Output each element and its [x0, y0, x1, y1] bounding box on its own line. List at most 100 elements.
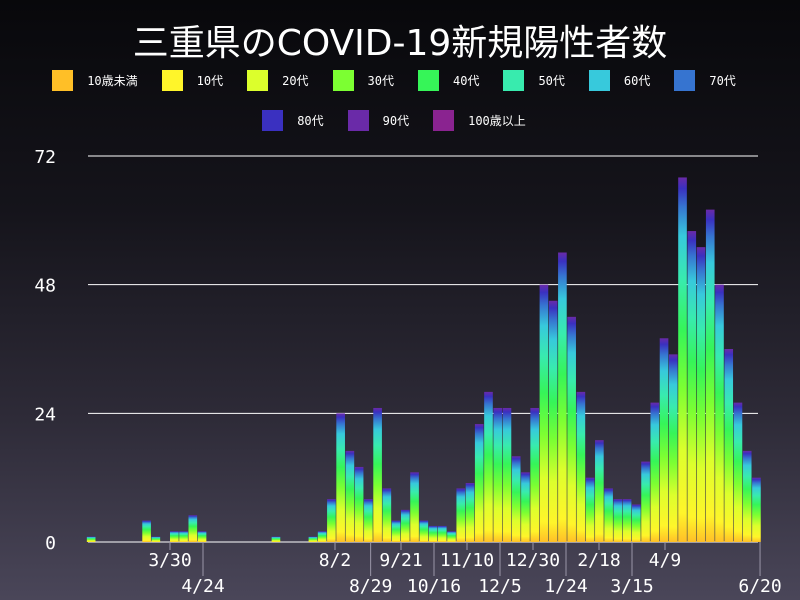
legend-item: 100歳以上	[433, 110, 526, 131]
chart-title: 三重県のCOVID-19新規陽性者数	[132, 23, 668, 64]
legend-swatch	[503, 70, 525, 91]
x-tick-label: 3/15	[610, 576, 653, 597]
bar	[622, 499, 632, 542]
bar	[632, 504, 641, 542]
bar	[345, 450, 355, 542]
bar	[170, 531, 179, 542]
x-tick-label: 9/21	[379, 550, 422, 571]
legend-label: 30代	[367, 74, 394, 88]
legend-swatch	[347, 110, 369, 131]
legend-label: 100歳以上	[468, 114, 526, 128]
bar	[86, 536, 96, 542]
x-tick-label: 2/18	[577, 550, 620, 571]
bar	[142, 520, 151, 542]
bar	[521, 472, 530, 542]
bar	[327, 499, 336, 542]
bar	[752, 477, 761, 542]
bar	[530, 407, 539, 542]
legend-item: 30代	[332, 70, 394, 91]
x-tick-label: 12/30	[506, 550, 560, 571]
x-tick-label: 3/30	[148, 550, 191, 571]
bar	[456, 488, 466, 542]
bar	[419, 520, 429, 542]
legend-label: 50代	[538, 74, 565, 88]
legend-label: 40代	[453, 74, 480, 88]
bar	[401, 509, 410, 542]
bar	[493, 407, 503, 542]
bar	[364, 499, 373, 542]
legend-item: 20代	[247, 70, 309, 91]
bar	[558, 252, 567, 542]
bar	[511, 456, 521, 542]
legend-item: 10歳未満	[52, 70, 138, 91]
legend-label: 10代	[196, 74, 224, 88]
legend-item: 10代	[161, 70, 224, 91]
legend-item: 90代	[347, 110, 410, 131]
x-tick-label: 10/16	[407, 576, 461, 597]
bar	[271, 536, 281, 542]
x-tick-label: 1/24	[544, 576, 587, 597]
bar	[502, 407, 512, 542]
bar	[604, 488, 613, 542]
bar	[696, 247, 706, 542]
bar	[197, 531, 207, 542]
legend-label: 60代	[623, 74, 651, 88]
legend-swatch	[247, 70, 269, 91]
y-tick-label: 72	[34, 147, 56, 168]
legend-item: 40代	[418, 70, 479, 91]
bar	[447, 531, 456, 542]
legend-swatch	[674, 70, 696, 91]
bar	[437, 525, 447, 542]
legend-swatch	[332, 70, 354, 91]
bar	[678, 177, 687, 542]
legend-swatch	[161, 70, 183, 91]
x-tick-label: 4/9	[649, 550, 682, 571]
bar	[428, 525, 438, 542]
bar	[742, 450, 752, 542]
bar	[465, 483, 475, 542]
bar	[668, 354, 678, 542]
legend-label: 20代	[282, 74, 309, 88]
x-tick-label: 12/5	[478, 576, 521, 597]
bar	[484, 391, 493, 542]
x-tick-label: 6/20	[738, 576, 781, 597]
bar	[641, 461, 650, 542]
x-tick-label: 8/2	[319, 550, 352, 571]
bar	[382, 488, 392, 542]
legend-label: 70代	[709, 74, 736, 88]
legend-item: 50代	[503, 70, 565, 91]
bar	[687, 231, 697, 543]
bar	[308, 536, 318, 542]
legend-row-2: 80代 90代 100歳以上	[0, 110, 800, 131]
legend-label: 80代	[297, 114, 324, 128]
bar	[613, 499, 623, 542]
bar	[336, 413, 345, 542]
bar	[724, 349, 734, 542]
y-tick-label: 24	[34, 404, 56, 425]
legend-swatch	[418, 70, 439, 91]
bar	[585, 477, 595, 542]
bar	[650, 402, 660, 542]
x-tick-label: 4/24	[181, 576, 224, 597]
x-tick-label: 11/10	[440, 550, 494, 571]
legend-item: 60代	[588, 70, 651, 91]
legend-swatch	[433, 110, 455, 131]
bar	[733, 402, 743, 542]
bar	[705, 209, 715, 542]
legend-item: 70代	[674, 70, 736, 91]
legend-label: 90代	[382, 114, 410, 128]
bar	[548, 300, 558, 542]
bar	[373, 407, 382, 542]
y-tick-label: 0	[45, 533, 56, 554]
bar	[151, 536, 161, 542]
legend-label: 10歳未満	[87, 74, 138, 88]
y-tick-label: 48	[34, 276, 56, 297]
bar	[576, 391, 586, 542]
bar	[391, 520, 401, 542]
legend-swatch	[262, 110, 284, 131]
legend-swatch	[52, 70, 74, 91]
bar	[567, 316, 576, 542]
legend-item: 80代	[262, 110, 324, 131]
bar	[595, 440, 604, 542]
